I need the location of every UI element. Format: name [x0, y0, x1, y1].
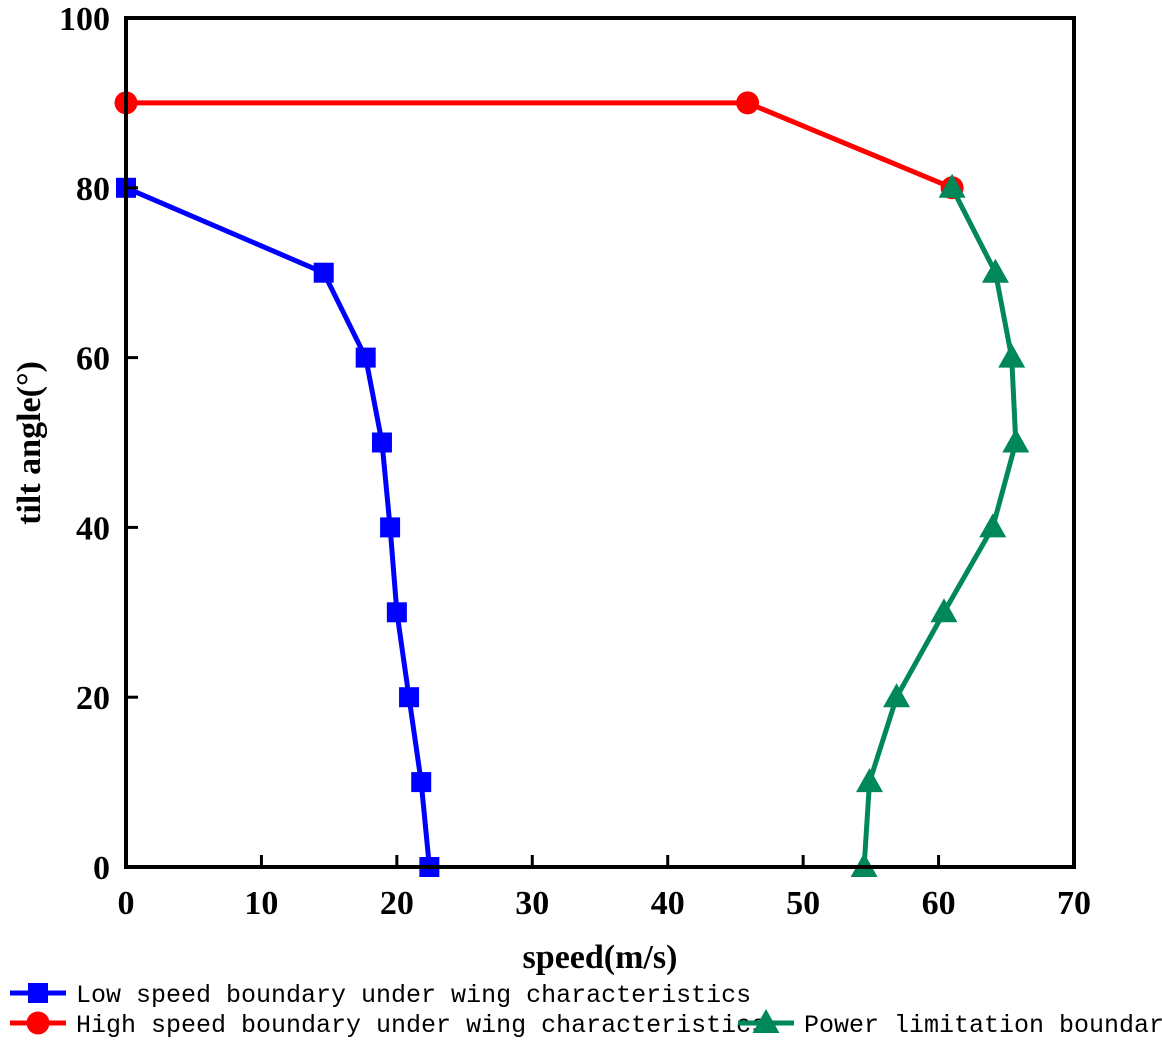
- series-3-point-8: [856, 768, 884, 793]
- x-tick-label: 40: [651, 885, 685, 922]
- x-tick-label: 10: [244, 885, 278, 922]
- series-1-point-6: [386, 602, 407, 623]
- y-tick-label: 0: [93, 850, 110, 887]
- axes: 0 10 20 30 40 50 60 70 0 20 40 60 80 100: [59, 1, 1091, 922]
- series-1-point-2: [313, 262, 334, 283]
- series-3-point-7: [883, 683, 911, 708]
- x-axis-title: speed(m/s): [523, 939, 678, 976]
- legend-marker-1: [28, 983, 48, 1003]
- y-tick-label: 40: [76, 510, 110, 547]
- x-tick-label: 60: [922, 885, 956, 922]
- series-3-point-5: [979, 513, 1007, 538]
- series-1-point-3: [355, 347, 376, 368]
- legend-label-2: High speed boundary under wing character…: [76, 1011, 766, 1040]
- series-3-point-6: [930, 598, 958, 623]
- plot-area: [114, 91, 1030, 877]
- series-3-point-3: [998, 343, 1026, 368]
- legend-label-3: Power limitation boundary: [804, 1011, 1162, 1040]
- x-tick-label: 20: [380, 885, 414, 922]
- y-tick-label: 20: [76, 680, 110, 717]
- series-3-point-4: [1002, 428, 1030, 453]
- plot-frame: [124, 16, 1076, 869]
- series-2-point-2: [736, 91, 760, 115]
- x-tick-label: 30: [515, 885, 549, 922]
- series-1-point-7: [399, 687, 420, 708]
- series-1-point-8: [411, 772, 432, 793]
- x-tick-label: 70: [1057, 885, 1091, 922]
- y-tick-label: 60: [76, 341, 110, 378]
- series-1-point-5: [380, 517, 401, 538]
- legend-marker-2: [26, 1011, 50, 1035]
- series-line-2: [126, 100, 954, 191]
- y-tick-label: 80: [76, 171, 110, 208]
- x-tick-label: 50: [786, 885, 820, 922]
- legend-marker-3: [752, 1009, 780, 1033]
- x-tick-label: 0: [118, 885, 135, 922]
- y-axis-title: tilt angle(°): [11, 361, 48, 525]
- series-3-point-2: [981, 258, 1009, 283]
- series-3-point-1: [938, 173, 966, 198]
- legend-label-1: Low speed boundary under wing characteri…: [76, 981, 751, 1010]
- series-1-point-4: [371, 432, 392, 453]
- y-tick-label: 100: [59, 1, 110, 38]
- legend: Low speed boundary under wing characteri…: [10, 981, 1162, 1040]
